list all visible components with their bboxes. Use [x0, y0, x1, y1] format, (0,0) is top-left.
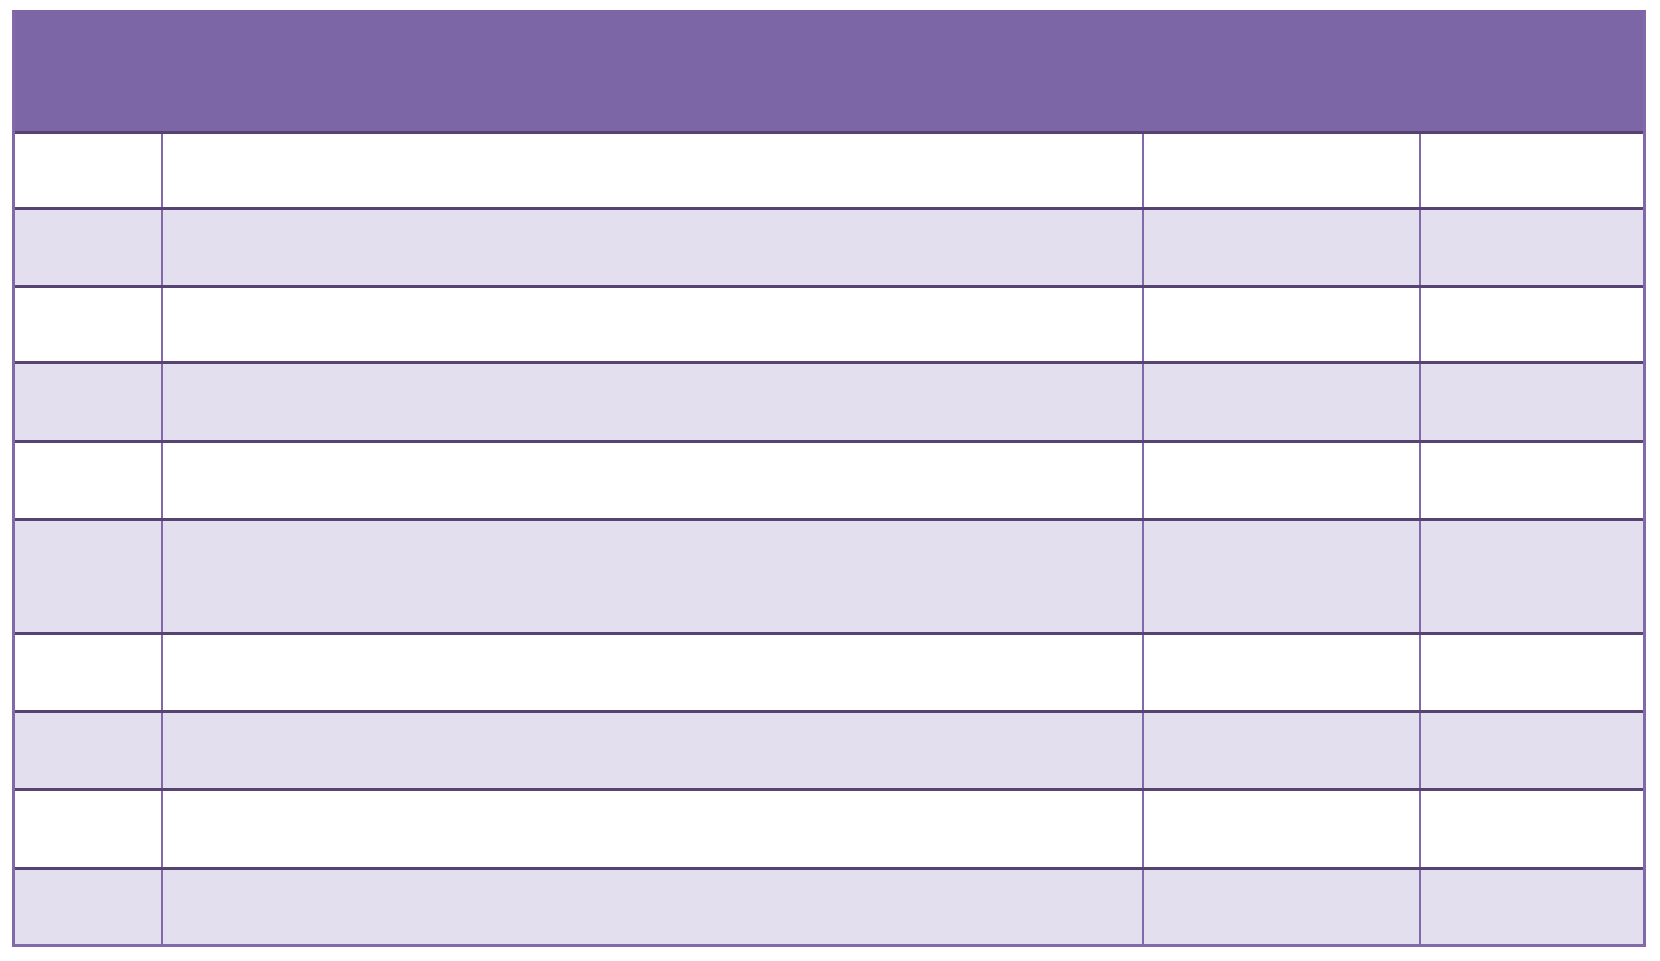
table-cell[interactable]: [1142, 635, 1419, 710]
table-cell[interactable]: [161, 134, 1142, 207]
table-cell[interactable]: [15, 521, 161, 632]
table-cell[interactable]: [1142, 210, 1419, 285]
table-row: [15, 791, 1643, 870]
table-cell[interactable]: [161, 713, 1142, 788]
table-row: [15, 288, 1643, 364]
table-cell[interactable]: [1419, 870, 1643, 944]
table-cell[interactable]: [1419, 713, 1643, 788]
table-cell[interactable]: [15, 443, 161, 518]
table-cell[interactable]: [1419, 521, 1643, 632]
table-cell[interactable]: [1419, 791, 1643, 867]
table-row: [15, 364, 1643, 443]
table-cell[interactable]: [1142, 791, 1419, 867]
table-cell[interactable]: [1419, 635, 1643, 710]
table-cell[interactable]: [15, 870, 161, 944]
table-cell[interactable]: [1419, 134, 1643, 207]
table-cell[interactable]: [15, 288, 161, 361]
table-cell[interactable]: [1142, 870, 1419, 944]
table-cell[interactable]: [161, 288, 1142, 361]
table-cell[interactable]: [1419, 288, 1643, 361]
table-cell[interactable]: [161, 870, 1142, 944]
table-row: [15, 210, 1643, 288]
table-cell[interactable]: [1142, 364, 1419, 440]
table-cell[interactable]: [1142, 288, 1419, 361]
table-cell[interactable]: [1419, 364, 1643, 440]
table-cell[interactable]: [161, 791, 1142, 867]
table-row: [15, 521, 1643, 635]
table-cell[interactable]: [161, 635, 1142, 710]
table-cell[interactable]: [1142, 521, 1419, 632]
table-row: [15, 870, 1643, 944]
table-header-band[interactable]: [15, 13, 1643, 134]
table: [12, 10, 1646, 947]
table-cell[interactable]: [1142, 713, 1419, 788]
table-cell[interactable]: [1419, 443, 1643, 518]
table-row: [15, 443, 1643, 521]
table-cell[interactable]: [15, 134, 161, 207]
table-cell[interactable]: [15, 791, 161, 867]
table-cell[interactable]: [15, 210, 161, 285]
table-cell[interactable]: [1419, 210, 1643, 285]
table-cell[interactable]: [1142, 443, 1419, 518]
table-cell[interactable]: [161, 210, 1142, 285]
table-cell[interactable]: [161, 443, 1142, 518]
table-cell[interactable]: [161, 364, 1142, 440]
table-cell[interactable]: [15, 713, 161, 788]
table-row: [15, 713, 1643, 791]
table-cell[interactable]: [1142, 134, 1419, 207]
table-cell[interactable]: [15, 364, 161, 440]
table-cell[interactable]: [15, 635, 161, 710]
table-row: [15, 134, 1643, 210]
table-cell[interactable]: [161, 521, 1142, 632]
table-row: [15, 635, 1643, 713]
